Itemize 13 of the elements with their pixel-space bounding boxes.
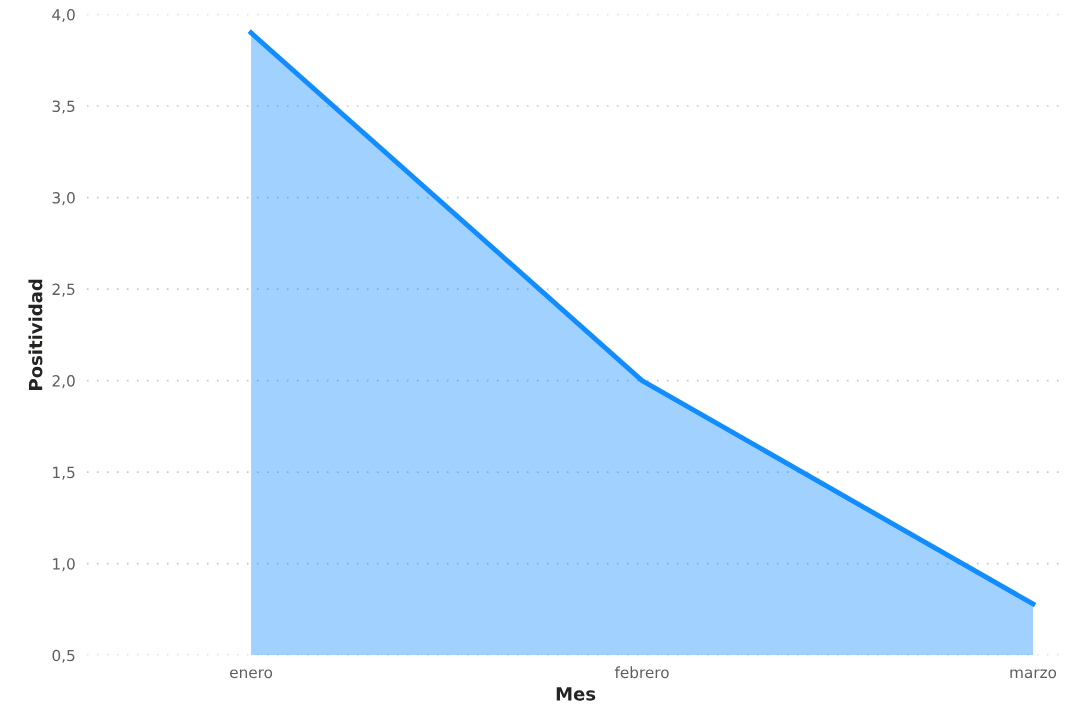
y-tick-label: 4,0	[52, 8, 75, 23]
y-tick-label: 1,0	[53, 558, 75, 572]
y-tick-label: 2,5	[52, 283, 75, 297]
x-axis-title: Mes	[556, 687, 596, 701]
y-tick-label: 3,0	[52, 192, 75, 206]
y-tick-label: 1,5	[53, 466, 75, 480]
y-tick-label: 2,0	[52, 375, 75, 389]
y-axis-title: Positividad	[28, 279, 43, 390]
x-tick-label: marzo	[1010, 669, 1057, 679]
x-tick-label: febrero	[614, 666, 669, 679]
y-tick-label: 3,5	[52, 100, 75, 114]
y-tick-label: 0,5	[52, 649, 75, 663]
x-tick-label: enero	[230, 669, 273, 679]
